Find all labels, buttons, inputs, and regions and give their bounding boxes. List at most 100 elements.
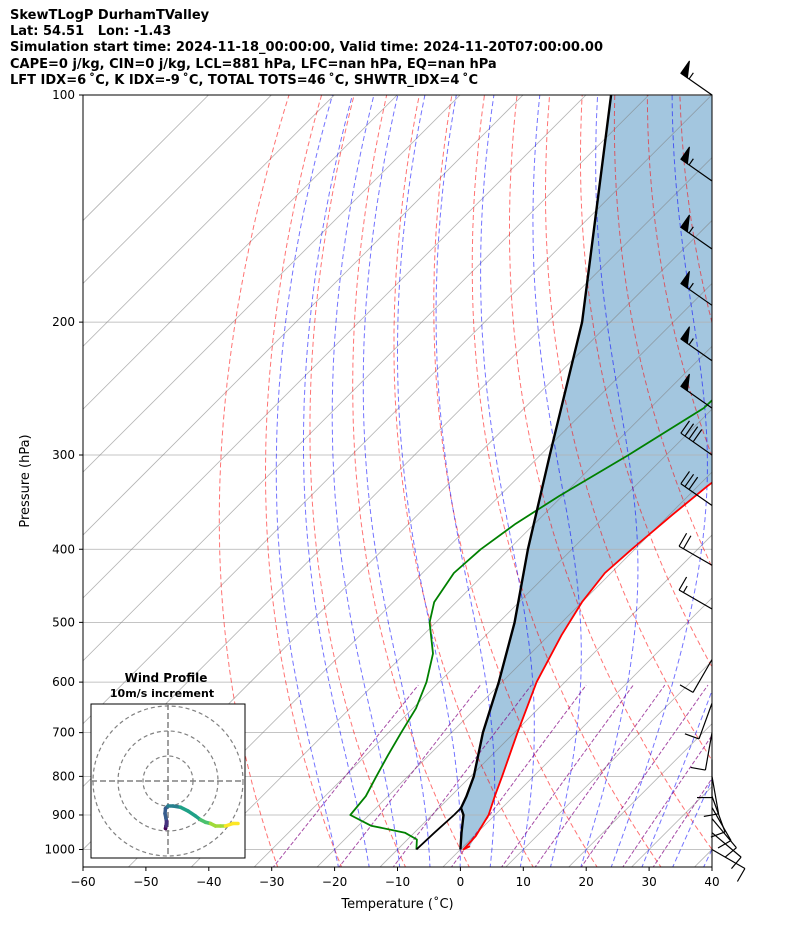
dry-adiabat	[265, 95, 343, 867]
chart-header: SkewTLogP DurhamTValley Lat: 54.51 Lon: …	[10, 8, 603, 89]
isotherm-line	[83, 95, 524, 536]
barb-shaft	[680, 483, 713, 506]
moist-adiabat	[480, 95, 535, 867]
isotherm-line	[127, 282, 712, 867]
mixing-ratio-line	[580, 684, 709, 867]
wind-barb	[711, 848, 746, 882]
wind-barb	[678, 576, 713, 610]
moist-adiabat	[641, 689, 712, 867]
wind-barbs	[678, 60, 746, 882]
x-tick-label: 30	[641, 875, 656, 889]
mixing-ratio-line	[450, 684, 587, 867]
moist-adiabat	[703, 848, 712, 867]
hodograph-plot	[91, 704, 245, 858]
time-text: Simulation start time: 2024-11-18_00:00:…	[10, 40, 603, 56]
barb-feather	[678, 576, 688, 591]
barb-flag	[680, 60, 690, 79]
y-tick-label: 800	[52, 769, 75, 783]
wind-barb	[678, 532, 713, 566]
y-tick-label: 300	[52, 448, 75, 462]
wind-barb	[711, 818, 737, 858]
x-tick-label: 10	[516, 875, 531, 889]
dry-adiabat	[744, 79, 794, 869]
barb-half-feather	[688, 72, 694, 80]
dry-adiabat	[679, 95, 712, 325]
x-tick-label: −30	[259, 875, 284, 889]
barb-feather	[680, 420, 690, 434]
barb-feather	[679, 684, 694, 693]
y-tick-label: 100	[52, 88, 75, 102]
barb-half-feather	[688, 282, 694, 290]
barb-flag	[680, 326, 690, 345]
mixing-ratio-line	[622, 734, 712, 867]
barb-half-feather	[688, 338, 694, 346]
isotherm-line	[83, 95, 398, 410]
dry-adiabat	[352, 95, 470, 867]
wind-barb	[680, 214, 713, 250]
barb-feather	[684, 423, 695, 437]
barb-feather	[688, 476, 699, 490]
lcl-segment	[415, 807, 462, 851]
moist-adiabat	[362, 95, 431, 867]
isotherm-line	[190, 345, 712, 867]
barb-feather	[684, 473, 695, 487]
wind-barb	[697, 759, 713, 799]
moist-adiabat	[435, 95, 496, 867]
moist-adiabat	[672, 778, 712, 867]
wind-barb	[680, 146, 713, 182]
isotherm-line	[379, 534, 712, 867]
x-tick-label: −60	[70, 875, 95, 889]
dry-adiabat	[545, 95, 712, 762]
axes: −60 −50 −40 −30 −20 −10 0 10 20 30 40 1000 900 800 700…	[18, 88, 720, 912]
y-tick-label: 700	[52, 726, 75, 740]
barb-feather	[690, 766, 706, 771]
barb-feather	[692, 429, 703, 443]
barb-shaft	[711, 818, 737, 849]
barb-shaft	[711, 807, 732, 841]
wind-barb	[680, 326, 713, 362]
y-tick-label: 900	[52, 808, 75, 822]
mixing-ratio-line	[272, 684, 419, 867]
isotherm-line	[316, 471, 712, 867]
isotherm-line	[83, 95, 650, 662]
barb-shaft	[711, 832, 742, 858]
x-axis-label: Temperature (˚C)	[340, 896, 453, 912]
hodograph-title: Wind Profile	[125, 671, 208, 685]
isotherm-line	[83, 95, 335, 347]
x-tick-label: 20	[579, 875, 594, 889]
barb-feather	[688, 426, 699, 440]
barb-feather	[724, 847, 737, 858]
x-tick-label: −20	[322, 875, 347, 889]
wind-barb	[680, 373, 713, 409]
x-tick-label: 0	[457, 875, 465, 889]
barb-feather	[717, 840, 732, 849]
moist-adiabat	[331, 95, 401, 867]
barb-shaft	[698, 703, 713, 740]
wind-barb	[680, 471, 713, 506]
barb-shaft	[680, 432, 713, 456]
plot-area	[83, 79, 794, 869]
moist-adiabat	[580, 95, 639, 867]
temperature-profile	[462, 481, 712, 851]
parcel-profile	[459, 95, 613, 850]
wind-barb	[680, 270, 713, 306]
barb-shaft	[678, 589, 713, 610]
wind-barb	[684, 703, 713, 740]
x-tick-label: −40	[196, 875, 221, 889]
index-params-text: LFT IDX=6 ˚C, K IDX=-9 ˚C, TOTAL TOTS=46…	[10, 72, 478, 88]
wind-barb	[679, 659, 713, 693]
isotherm-line	[83, 95, 272, 284]
dry-adiabat	[711, 95, 712, 96]
x-tick-label: −50	[133, 875, 158, 889]
moist-adiabat	[303, 95, 370, 867]
wind-barb	[711, 807, 732, 849]
dewpoint-profile	[349, 399, 712, 850]
dry-adiabat	[309, 95, 407, 867]
y-tick-label: 600	[52, 675, 75, 689]
barb-feather	[736, 868, 746, 882]
y-tick-label: 500	[52, 615, 75, 629]
x-tick-label: 40	[704, 875, 719, 889]
dry-adiabat	[433, 95, 598, 867]
barb-half-feather	[688, 158, 694, 166]
